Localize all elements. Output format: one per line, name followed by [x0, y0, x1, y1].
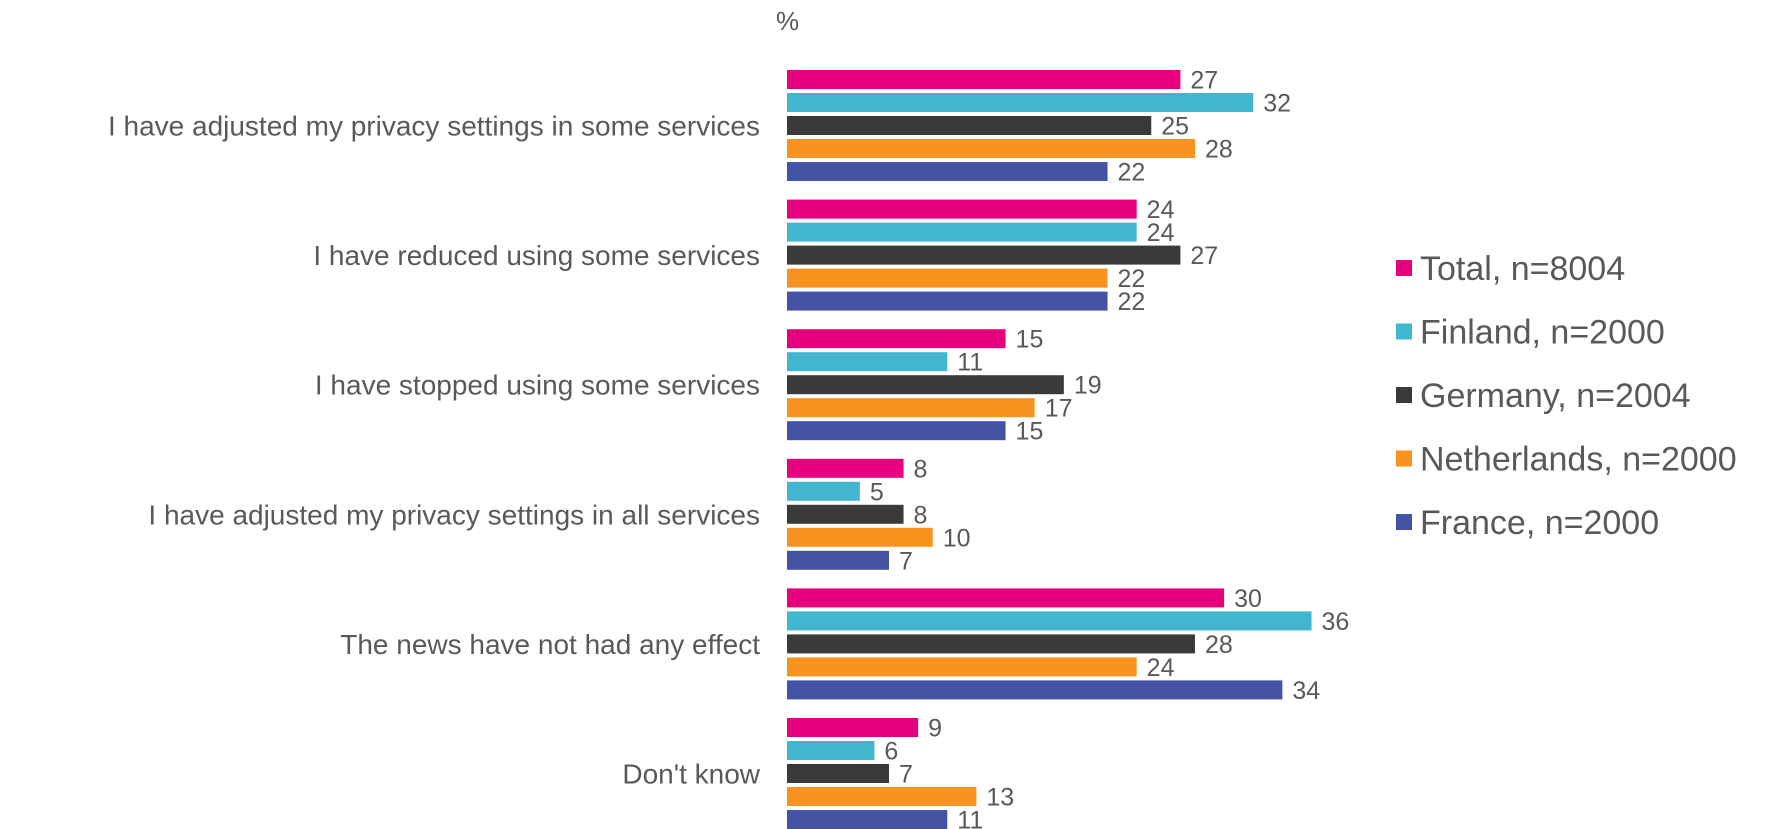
unit-label: % [776, 6, 799, 36]
value-label: 27 [1190, 242, 1218, 270]
bar [787, 139, 1195, 158]
bar [787, 787, 977, 806]
value-label: 30 [1234, 585, 1262, 613]
value-label: 27 [1190, 67, 1218, 95]
value-label: 10 [943, 524, 971, 552]
bar [787, 764, 889, 783]
bar [787, 116, 1152, 135]
bar [787, 70, 1181, 89]
category-label: I have adjusted my privacy settings in s… [108, 111, 760, 142]
legend-label: France, n=2000 [1420, 504, 1659, 542]
bar [787, 718, 919, 737]
value-label: 19 [1074, 372, 1102, 400]
bar [787, 291, 1108, 311]
bar [787, 550, 889, 570]
bar [787, 481, 860, 501]
category-label: The news have not had any effect [340, 629, 760, 660]
bar [787, 634, 1195, 654]
bar [787, 657, 1137, 677]
bar [787, 162, 1108, 181]
value-label: 11 [957, 807, 983, 829]
bar [787, 268, 1108, 288]
legend-label: Finland, n=2000 [1420, 314, 1665, 352]
value-label: 24 [1147, 654, 1175, 682]
bar [787, 222, 1137, 242]
value-label: 24 [1147, 196, 1175, 224]
value-label: 7 [899, 761, 913, 789]
value-label: 24 [1147, 219, 1175, 247]
bar [787, 352, 948, 372]
value-label: 13 [986, 784, 1014, 812]
legend-swatch [1396, 323, 1412, 340]
value-label: 22 [1118, 265, 1146, 293]
legend-swatch [1396, 514, 1412, 530]
bar [787, 527, 933, 547]
bar [787, 588, 1225, 608]
value-label: 7 [899, 547, 913, 575]
bars-layer: I have adjusted my privacy settings in s… [108, 67, 1349, 829]
category-label: I have adjusted my privacy settings in a… [148, 499, 760, 530]
legend-swatch [1396, 450, 1412, 467]
bar [787, 504, 904, 524]
value-label: 28 [1205, 136, 1233, 164]
bar [787, 329, 1006, 349]
legend: Total, n=8004 Finland, n=2000 Germany, n=2… [1396, 250, 1737, 542]
value-label: 36 [1322, 608, 1350, 636]
value-label: 22 [1118, 288, 1146, 316]
category-label: I have stopped using some services [315, 370, 760, 401]
value-label: 17 [1045, 395, 1073, 423]
legend-label: Total, n=8004 [1420, 250, 1625, 288]
bar [787, 680, 1283, 700]
bar [787, 421, 1006, 441]
legend-swatch [1396, 387, 1412, 403]
value-label: 9 [928, 715, 942, 743]
bar [787, 810, 948, 829]
value-label: 15 [1016, 326, 1044, 354]
category-label: I have reduced using some services [313, 240, 760, 271]
legend-label: Germany, n=2004 [1420, 377, 1691, 415]
category-label: Don't know [622, 759, 760, 790]
bar [787, 611, 1312, 631]
value-label: 8 [914, 501, 928, 529]
bar [787, 93, 1254, 112]
bar [787, 199, 1137, 219]
value-label: 6 [884, 738, 898, 766]
value-label: 25 [1161, 113, 1189, 141]
bar [787, 458, 904, 478]
legend-label: Netherlands, n=2000 [1420, 441, 1737, 479]
value-label: 5 [870, 478, 884, 506]
value-label: 11 [957, 349, 983, 377]
value-label: 32 [1263, 90, 1291, 118]
value-label: 22 [1118, 159, 1146, 187]
bar [787, 375, 1064, 395]
value-label: 28 [1205, 631, 1233, 659]
bar [787, 398, 1035, 418]
value-label: 34 [1292, 677, 1320, 705]
value-label: 15 [1016, 418, 1044, 446]
legend-swatch [1396, 260, 1412, 276]
bar [787, 741, 875, 760]
bar [787, 245, 1181, 265]
value-label: 8 [914, 455, 928, 483]
